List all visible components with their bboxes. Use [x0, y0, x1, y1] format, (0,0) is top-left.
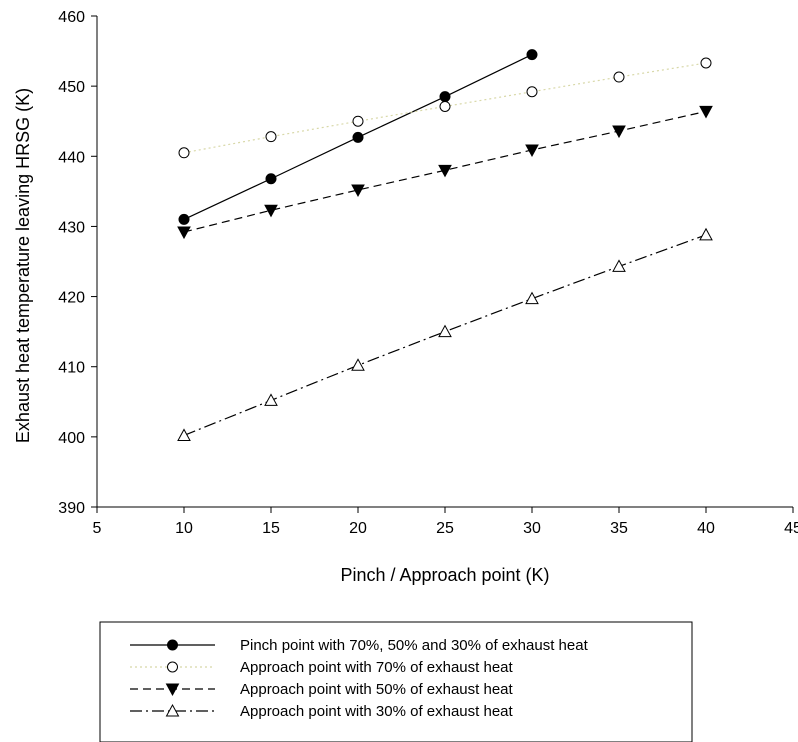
- series-4-point: [351, 358, 365, 371]
- series-3-point: [177, 226, 191, 240]
- y-tick-label: 450: [58, 79, 85, 96]
- legend-swatch-marker: [165, 683, 180, 697]
- y-tick-label: 430: [58, 219, 85, 236]
- legend-label: Approach point with 30% of exhaust heat: [240, 703, 514, 720]
- legend-label: Approach point with 50% of exhaust heat: [240, 681, 514, 698]
- series-1-point: [439, 91, 451, 103]
- series-4-point: [177, 428, 191, 441]
- legend-swatch-marker: [167, 639, 178, 651]
- x-tick-label: 10: [175, 520, 193, 537]
- x-tick-label: 25: [436, 520, 454, 537]
- legend-label: Approach point with 70% of exhaust heat: [240, 659, 514, 676]
- axes: 5 10 15 20 25 30 35 40 45 390 400 410 420 430 440 450 46…: [58, 9, 798, 537]
- series-4-point: [699, 227, 713, 241]
- series-2-point: [613, 71, 625, 83]
- legend-swatch-marker: [167, 661, 178, 673]
- series-2-point: [700, 57, 712, 69]
- x-tick-label: 15: [262, 520, 280, 537]
- series-4-point: [612, 259, 626, 272]
- series-2-point: [178, 147, 190, 159]
- series-3-point: [612, 125, 626, 139]
- legend-box: [99, 621, 693, 742]
- series-1-point: [265, 173, 277, 185]
- y-tick-label: 400: [58, 430, 85, 447]
- series-3-point: [351, 184, 365, 197]
- series-3-point: [438, 164, 452, 178]
- x-tick-label: 40: [697, 520, 715, 537]
- x-tick-label: 45: [784, 520, 798, 537]
- y-tick-label: 390: [58, 500, 85, 517]
- series-2: [178, 57, 712, 159]
- y-axis-title: Exhaust heat temperature leaving HRSG (K…: [13, 88, 33, 443]
- x-tick-label: 5: [93, 520, 102, 537]
- series-1-point: [352, 131, 364, 143]
- y-tick-label: 440: [58, 149, 85, 166]
- series-4: [177, 227, 713, 441]
- series-2-point: [352, 115, 364, 127]
- series-4-point: [264, 393, 278, 406]
- x-tick-label: 30: [523, 520, 541, 537]
- legend-label: Pinch point with 70%, 50% and 30% of exh…: [240, 637, 589, 654]
- series-1-point: [526, 49, 538, 61]
- series-layer: [177, 49, 713, 441]
- series-2-point: [265, 131, 277, 143]
- series-3-point: [699, 105, 713, 119]
- x-tick-label: 35: [610, 520, 628, 537]
- legend: Pinch point with 70%, 50% and 30% of exh…: [99, 621, 693, 742]
- series-4-point: [438, 324, 452, 338]
- y-tick-label: 420: [58, 290, 85, 307]
- series-3-point: [525, 144, 539, 158]
- series-1: [178, 49, 538, 225]
- x-tick-label: 20: [349, 520, 367, 537]
- series-3: [177, 105, 713, 240]
- series-2-point: [526, 86, 538, 98]
- x-axis-title: Pinch / Approach point (K): [340, 565, 549, 585]
- y-tick-label: 460: [58, 9, 85, 26]
- series-4-point: [525, 291, 539, 305]
- y-tick-label: 410: [58, 360, 85, 377]
- series-3-point: [264, 204, 278, 218]
- series-2-point: [439, 100, 451, 112]
- legend-swatch-marker: [165, 703, 180, 717]
- series-1-point: [178, 213, 190, 225]
